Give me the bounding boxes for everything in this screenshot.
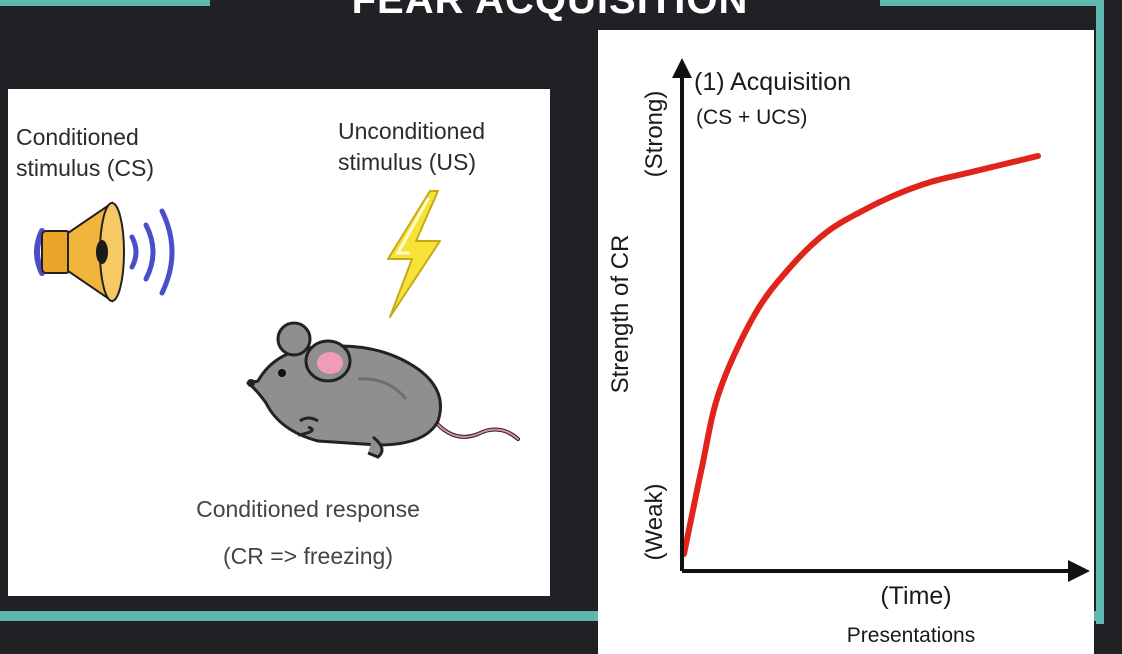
us-label-line-2: stimulus (US) — [338, 149, 477, 175]
x-axis-arrow-icon — [1068, 560, 1090, 582]
frame-strip-right — [1096, 0, 1104, 624]
conditioning-illustration-panel: Conditioned stimulus (CS) Unconditioned … — [8, 89, 550, 596]
y-axis-arrow-icon — [672, 58, 692, 78]
y-top-label: (Strong) — [641, 91, 668, 178]
us-label-line-1: Unconditioned — [338, 118, 486, 144]
frame-strip-bottom — [0, 611, 1104, 621]
acquisition-chart-panel: (1) Acquisition (CS + UCS) (Strong) Stre… — [598, 30, 1094, 654]
cr-label-line-2: (CR => freezing) — [222, 543, 393, 569]
cr-label-line-1: Conditioned response — [196, 496, 420, 522]
chart-annotation-sub: (CS + UCS) — [696, 106, 807, 129]
chart-annotation: (1) Acquisition — [694, 68, 851, 96]
x-axis-label: (Time) — [880, 582, 951, 610]
acquisition-chart: (1) Acquisition (CS + UCS) (Strong) Stre… — [607, 58, 1090, 647]
cr-label: Conditioned response (CR => freezing) — [188, 486, 428, 580]
frame-strip-top-left — [0, 0, 210, 6]
cs-label-line-1: Conditioned — [16, 124, 139, 150]
speaker-icon — [34, 201, 175, 303]
x-axis-sublabel: Presentations — [847, 624, 975, 647]
frame-strip-top-right — [880, 0, 1102, 6]
chart-marks — [681, 152, 1041, 557]
mouse-icon — [246, 321, 520, 459]
y-bottom-label: (Weak) — [641, 484, 668, 561]
cs-label-line-2: stimulus (CS) — [16, 155, 155, 181]
y-axis-label: Strength of CR — [607, 235, 634, 394]
acquisition-curve — [681, 152, 1041, 557]
us-label: Unconditioned stimulus (US) — [338, 116, 485, 178]
page-title: FEAR ACQUISITION — [351, 0, 749, 22]
cs-label: Conditioned stimulus (CS) — [16, 122, 154, 184]
lightning-bolt-icon — [387, 190, 441, 318]
